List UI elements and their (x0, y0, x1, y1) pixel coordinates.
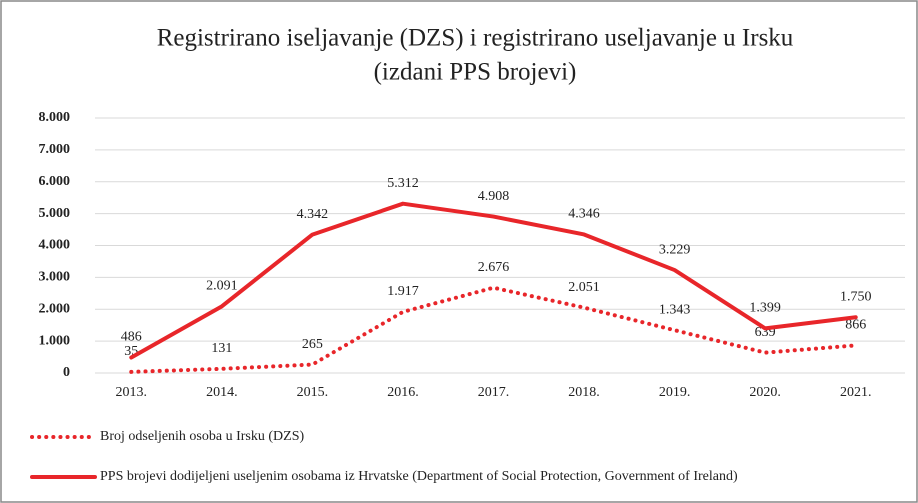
data-label: 1.750 (840, 289, 872, 304)
x-tick-label: 2021. (840, 385, 872, 400)
chart-title: Registrirano iseljavanje (DZS) i registr… (157, 25, 794, 52)
x-tick-label: 2019. (659, 385, 691, 400)
data-label: 2.051 (568, 280, 600, 295)
data-label: 3.229 (659, 242, 691, 257)
y-tick-label: 5.000 (39, 206, 71, 221)
x-tick-label: 2017. (478, 385, 510, 400)
series-line (129, 285, 858, 374)
data-label: 486 (121, 330, 142, 345)
data-label: 866 (845, 318, 866, 333)
legend-label: PPS brojevi dodijeljeni useljenim osobam… (100, 469, 738, 484)
y-tick-label: 2.000 (39, 301, 71, 316)
y-tick-label: 1.000 (39, 333, 71, 348)
x-tick-label: 2015. (297, 385, 329, 400)
data-label: 131 (211, 341, 232, 356)
x-tick-label: 2013. (116, 385, 148, 400)
y-tick-label: 8.000 (39, 110, 71, 125)
y-tick-label: 6.000 (39, 174, 71, 189)
x-tick-label: 2018. (568, 385, 600, 400)
data-label: 2.676 (478, 260, 510, 275)
chart-title: (izdani PPS brojevi) (374, 59, 577, 86)
data-label: 4.346 (568, 207, 600, 222)
y-tick-label: 7.000 (39, 142, 71, 157)
data-label: 4.908 (478, 189, 510, 204)
x-tick-label: 2020. (749, 385, 781, 400)
x-tick-label: 2016. (387, 385, 419, 400)
series-line (129, 201, 858, 360)
data-label: 265 (302, 337, 323, 352)
y-tick-label: 3.000 (39, 270, 71, 285)
legend-label: Broj odseljenih osoba u Irsku (DZS) (100, 429, 304, 444)
y-tick-label: 4.000 (39, 238, 71, 253)
data-label: 1.399 (749, 301, 781, 316)
data-label: 2.091 (206, 279, 238, 294)
data-label: 4.342 (297, 207, 329, 222)
y-tick-label: 0 (63, 365, 70, 380)
data-label: 5.312 (387, 176, 419, 191)
data-label: 1.917 (387, 284, 419, 299)
x-tick-label: 2014. (206, 385, 238, 400)
data-label: 1.343 (659, 302, 691, 317)
